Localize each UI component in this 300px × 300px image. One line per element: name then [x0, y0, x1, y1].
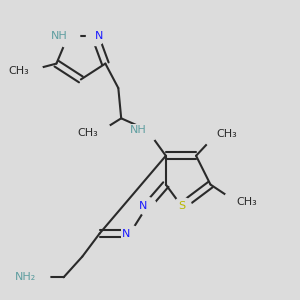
- Text: CH₃: CH₃: [236, 197, 257, 207]
- Text: NH₂: NH₂: [15, 272, 36, 282]
- Text: N: N: [95, 31, 104, 41]
- Text: CH₃: CH₃: [77, 128, 98, 138]
- Text: NH: NH: [130, 125, 147, 135]
- Text: CH₃: CH₃: [216, 129, 237, 139]
- Text: N: N: [122, 229, 130, 238]
- Text: CH₃: CH₃: [8, 66, 29, 76]
- Text: N: N: [139, 201, 147, 211]
- Text: S: S: [178, 201, 185, 211]
- Text: NH: NH: [51, 31, 68, 41]
